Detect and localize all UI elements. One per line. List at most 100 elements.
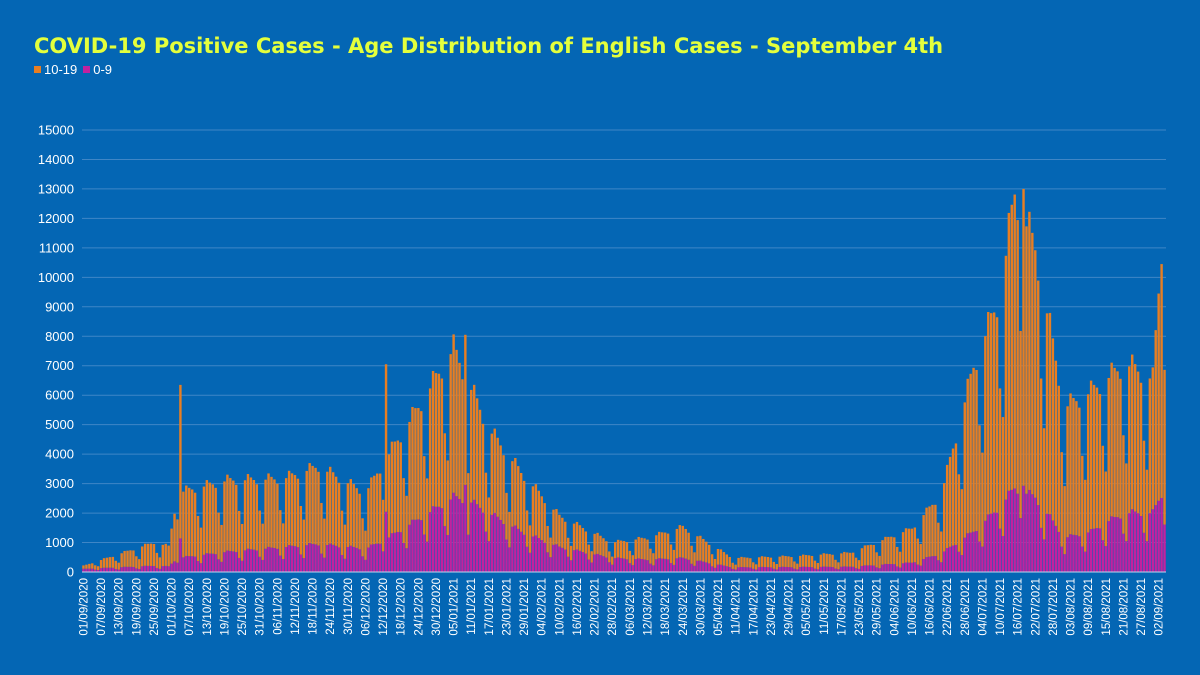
x-tick-label: 02/09/2021 — [1154, 578, 1166, 636]
bar-0-9 — [420, 520, 423, 572]
bar-10-19 — [1025, 226, 1028, 494]
bar-10-19 — [649, 548, 652, 564]
bar-0-9 — [522, 534, 526, 572]
bar-0-9 — [258, 556, 261, 572]
bar-0-9 — [869, 565, 872, 572]
bar-10-19 — [370, 477, 373, 545]
bar-10-19 — [746, 557, 749, 568]
bar-0-9 — [252, 549, 256, 572]
bar-0-9 — [1119, 518, 1122, 572]
bar-10-19 — [696, 536, 699, 561]
bar-0-9 — [314, 544, 317, 572]
bar-0-9 — [875, 567, 878, 572]
bar-0-9 — [646, 560, 649, 572]
bar-0-9 — [998, 528, 1002, 572]
bar-10-19 — [305, 470, 308, 546]
bar-10-19 — [590, 551, 593, 563]
bar-0-9 — [331, 544, 335, 572]
bar-10-19 — [793, 561, 796, 569]
bar-10-19 — [881, 540, 884, 565]
bar-0-9 — [925, 557, 928, 572]
bar-10-19 — [82, 565, 85, 569]
bar-10-19 — [176, 519, 179, 563]
bar-10-19 — [963, 402, 966, 538]
bar-10-19 — [857, 560, 861, 569]
x-tick-label: 28/06/2021 — [960, 578, 972, 636]
bar-10-19 — [431, 370, 435, 507]
bar-10-19 — [182, 491, 185, 558]
bar-10-19 — [846, 552, 849, 567]
bar-0-9 — [772, 568, 776, 572]
bar-10-19 — [966, 378, 969, 534]
bar-10-19 — [619, 540, 623, 559]
bar-0-9 — [907, 562, 911, 572]
bar-10-19 — [329, 466, 332, 544]
bar-0-9 — [305, 545, 308, 572]
bar-10-19 — [1145, 469, 1149, 542]
bar-10-19 — [217, 512, 220, 560]
bar-10-19 — [616, 539, 620, 558]
bar-10-19 — [737, 557, 740, 568]
bar-0-9 — [766, 567, 770, 572]
bar-0-9 — [681, 557, 684, 572]
bar-10-19 — [810, 555, 814, 568]
bar-10-19 — [628, 550, 632, 564]
x-tick-label: 31/10/2020 — [255, 578, 267, 636]
bar-10-19 — [525, 510, 529, 547]
bar-10-19 — [672, 549, 676, 565]
bar-10-19 — [290, 473, 294, 546]
bar-10-19 — [943, 483, 946, 552]
bar-0-9 — [446, 534, 449, 572]
bar-0-9 — [188, 556, 191, 572]
bar-0-9 — [434, 506, 438, 572]
bar-10-19 — [425, 478, 429, 542]
bar-10-19 — [1028, 211, 1031, 490]
bar-0-9 — [326, 545, 329, 572]
bar-10-19 — [91, 563, 94, 569]
bar-0-9 — [1151, 509, 1154, 572]
x-tick-label: 16/06/2021 — [925, 578, 937, 636]
bar-0-9 — [775, 569, 778, 572]
bar-10-19 — [323, 518, 326, 558]
bar-10-19 — [951, 448, 955, 546]
bar-0-9 — [1057, 531, 1060, 572]
bar-0-9 — [405, 548, 408, 572]
bar-0-9 — [152, 566, 156, 572]
bar-10-19 — [117, 562, 120, 570]
bar-10-19 — [775, 564, 778, 570]
bar-0-9 — [1060, 546, 1063, 572]
bar-0-9 — [787, 567, 790, 572]
bar-10-19 — [123, 550, 126, 567]
bar-10-19 — [813, 560, 817, 569]
bar-0-9 — [731, 568, 734, 572]
bar-0-9 — [625, 559, 629, 572]
bar-0-9 — [549, 557, 552, 572]
bar-10-19 — [631, 555, 635, 566]
x-tick-label: 28/07/2021 — [1048, 578, 1060, 636]
bar-10-19 — [240, 523, 244, 561]
bar-10-19 — [558, 514, 561, 547]
bar-10-19 — [1069, 393, 1072, 535]
x-tick-label: 04/07/2021 — [977, 578, 989, 636]
bar-10-19 — [613, 542, 617, 559]
bar-0-9 — [672, 564, 676, 572]
bar-10-19 — [364, 530, 367, 560]
bar-10-19 — [308, 463, 311, 544]
x-tick-label: 06/12/2020 — [360, 578, 372, 636]
bar-10-19 — [831, 554, 834, 568]
x-tick-label: 11/04/2021 — [731, 578, 743, 635]
bar-0-9 — [945, 547, 949, 572]
bar-10-19 — [340, 510, 344, 555]
bar-0-9 — [311, 543, 314, 572]
bar-0-9 — [1089, 529, 1093, 572]
bar-0-9 — [887, 564, 890, 572]
bar-10-19 — [1133, 364, 1137, 512]
bar-10-19 — [399, 442, 402, 533]
bar-0-9 — [205, 553, 209, 572]
bar-0-9 — [1010, 489, 1013, 572]
bar-10-19 — [1101, 445, 1105, 541]
bar-0-9 — [376, 543, 379, 572]
x-tick-label: 19/09/2020 — [131, 578, 143, 636]
x-tick-label: 17/04/2021 — [748, 578, 760, 636]
bar-0-9 — [784, 566, 787, 572]
